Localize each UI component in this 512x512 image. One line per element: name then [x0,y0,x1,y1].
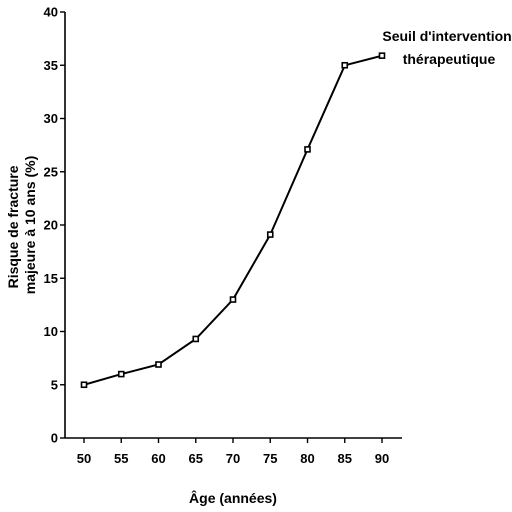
x-tick-label: 80 [300,451,314,466]
data-point [378,52,386,59]
data-point [304,146,311,153]
data-point [192,335,200,343]
x-tick-label: 85 [338,451,352,466]
x-tick-label: 60 [151,451,165,466]
x-axis: 50 55 60 65 70 75 80 85 90 [65,437,402,466]
data-point [341,61,349,69]
y-tick-label: 0 [51,431,58,446]
y-tick-label: 5 [51,377,58,392]
threshold-annotation: Seuil d'intervention thérapeutique [382,28,512,67]
y-tick-label: 25 [44,164,58,179]
y-tick-label: 15 [44,271,58,286]
data-point [80,381,88,389]
y-tick-label: 40 [44,5,58,20]
series-line [83,54,383,386]
y-axis-title-line-2: majeure à 10 ans (%) [22,156,38,295]
x-tick-label: 70 [226,451,240,466]
y-tick-label: 30 [44,111,58,126]
data-point [117,370,125,378]
x-tick-label: 90 [375,451,389,466]
plot-area [80,52,386,389]
y-axis: 0 5 10 15 20 25 30 35 40 [44,5,66,446]
y-axis-title-line-1: Risque de fracture [5,165,21,288]
x-tick-label: 50 [77,451,91,466]
x-tick-label: 75 [263,451,277,466]
x-tick-label: 55 [114,451,128,466]
data-point [155,361,162,368]
x-tick-label: 65 [189,451,203,466]
data-point [266,231,274,238]
data-point [229,296,237,303]
x-ticks: 50 55 60 65 70 75 80 85 90 [77,438,389,466]
y-axis-title: Risque de fracture majeure à 10 ans (%) [5,156,38,295]
x-axis-title: Âge (années) [189,489,277,506]
threshold-annotation-line-2: thérapeutique [403,51,496,67]
y-tick-label: 20 [44,218,58,233]
y-tick-label: 10 [44,324,58,339]
y-tick-label: 35 [44,58,58,73]
series-markers [80,52,386,389]
threshold-annotation-line-1: Seuil d'intervention [382,28,511,44]
y-ticks: 0 5 10 15 20 25 30 35 40 [44,5,65,446]
